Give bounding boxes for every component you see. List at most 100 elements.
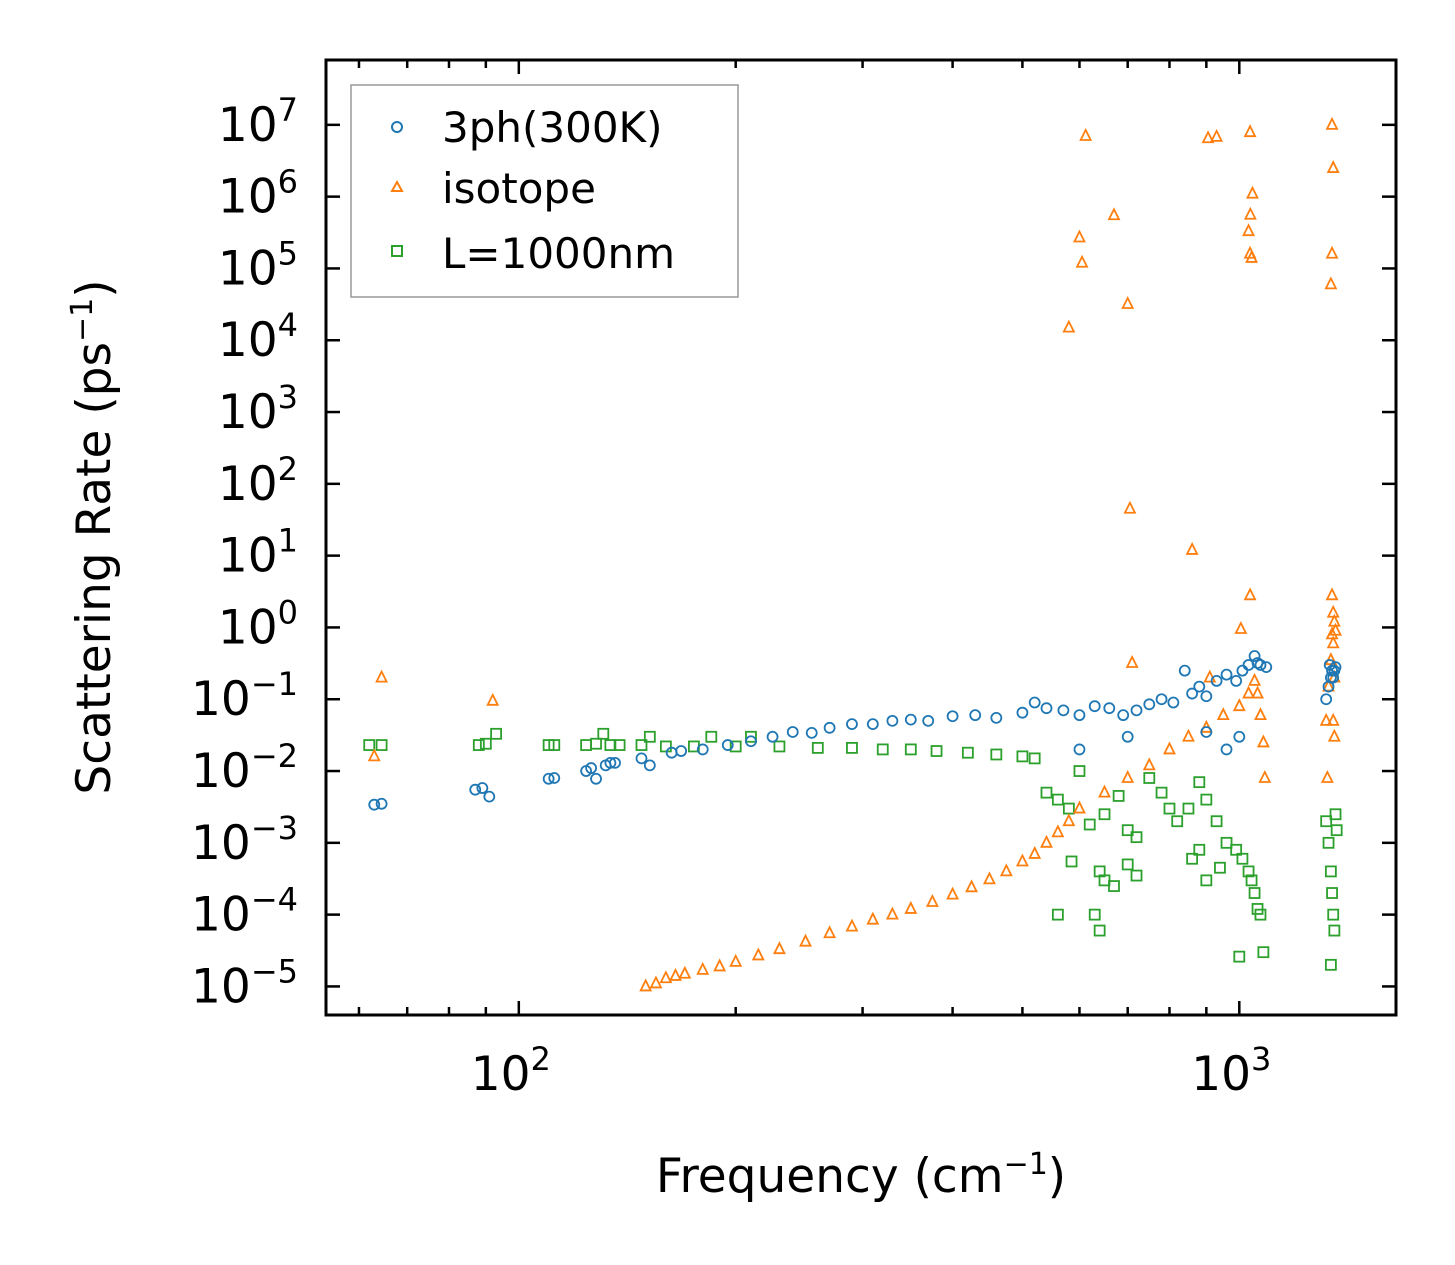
point-boundary	[1083, 818, 1096, 831]
point-boundary	[1200, 793, 1213, 806]
legend-label-isotope: isotope	[442, 164, 596, 213]
point-3ph	[696, 743, 709, 756]
point-isotope	[1040, 834, 1053, 848]
point-isotope	[1326, 635, 1340, 649]
legend-label-3ph: 3ph(300K)	[442, 103, 662, 152]
point-3ph	[1130, 704, 1143, 717]
point-boundary	[1051, 908, 1064, 921]
x-axis-title: Frequency (cm−1)	[656, 1147, 1066, 1204]
point-boundary	[490, 727, 503, 740]
point-isotope	[1242, 685, 1256, 699]
point-isotope	[946, 886, 960, 900]
point-3ph	[886, 714, 899, 727]
point-isotope	[639, 978, 653, 992]
point-isotope	[925, 893, 939, 907]
point-3ph	[786, 726, 799, 738]
point-3ph	[1040, 702, 1053, 715]
point-boundary	[590, 737, 602, 750]
point-3ph	[609, 756, 621, 769]
point-isotope	[1251, 685, 1264, 699]
point-isotope	[649, 975, 663, 989]
y-tick-label: 102	[218, 450, 298, 512]
point-3ph	[805, 726, 818, 739]
point-isotope	[1079, 127, 1093, 141]
y-axis-title: Scattering Rate (ps−1)	[65, 279, 122, 794]
point-isotope	[1163, 741, 1176, 755]
point-boundary	[1182, 802, 1195, 815]
point-isotope	[1107, 207, 1121, 221]
point-boundary	[643, 730, 656, 743]
point-boundary	[1230, 843, 1243, 856]
point-isotope	[1326, 604, 1340, 618]
point-boundary	[1245, 874, 1258, 887]
point-3ph	[1200, 726, 1213, 738]
point-boundary	[659, 740, 672, 753]
point-boundary	[548, 739, 561, 751]
point-boundary	[1324, 865, 1337, 878]
point-boundary	[1210, 815, 1223, 828]
point-3ph	[1254, 659, 1267, 671]
legend-marker-circle	[391, 121, 403, 133]
point-3ph	[1220, 743, 1233, 756]
point-isotope	[1324, 276, 1338, 290]
point-3ph	[1236, 664, 1249, 677]
point-boundary	[1093, 924, 1106, 937]
point-isotope	[1254, 707, 1267, 721]
y-tick-label: 107	[218, 91, 298, 153]
point-3ph	[1178, 664, 1191, 677]
point-boundary	[479, 737, 492, 750]
point-3ph	[1057, 704, 1070, 717]
point-3ph	[585, 762, 598, 774]
point-3ph	[990, 711, 1003, 724]
y-tick-label: 10−1	[191, 665, 298, 727]
point-3ph	[823, 721, 836, 734]
point-3ph	[590, 772, 602, 785]
point-boundary	[1112, 790, 1125, 802]
x-tick-labels: 102 103	[471, 1040, 1272, 1102]
point-boundary	[1088, 908, 1101, 921]
point-boundary	[375, 739, 388, 751]
point-isotope	[1125, 654, 1139, 668]
point-isotope	[866, 911, 880, 925]
point-isotope	[1243, 587, 1257, 601]
legend-label-l1000nm: L=1000nm	[442, 229, 675, 278]
point-3ph	[1167, 696, 1180, 709]
point-isotope	[1185, 541, 1199, 555]
point-boundary	[1330, 824, 1343, 837]
point-isotope	[1121, 769, 1135, 783]
point-isotope	[367, 748, 381, 762]
point-isotope	[1248, 672, 1262, 686]
y-tick-label: 101	[218, 522, 298, 584]
point-3ph	[368, 798, 381, 811]
point-3ph	[643, 759, 656, 772]
point-boundary	[1220, 836, 1233, 849]
series-square	[363, 727, 1343, 971]
point-boundary	[1322, 836, 1335, 849]
y-tick-label: 106	[218, 163, 298, 225]
point-isotope	[1325, 587, 1339, 601]
point-3ph	[1155, 693, 1168, 706]
point-3ph	[1260, 661, 1273, 674]
point-3ph	[866, 718, 879, 731]
point-isotope	[1329, 622, 1342, 636]
point-isotope	[1234, 621, 1248, 634]
point-isotope	[823, 925, 837, 939]
point-isotope	[1015, 853, 1029, 867]
point-boundary	[1254, 908, 1267, 921]
point-isotope	[1245, 249, 1259, 263]
legend-item-isotope: isotope	[390, 164, 596, 213]
point-boundary	[1186, 852, 1199, 865]
point-3ph	[1117, 709, 1130, 722]
y-tick-labels: 107 106 105 104 103 102 101 100 10−1 10−2 10−3 10−4…	[191, 91, 298, 1015]
point-boundary	[1329, 808, 1342, 821]
point-boundary	[1326, 887, 1338, 899]
point-3ph	[1320, 693, 1333, 706]
x-tick-label: 103	[1191, 1040, 1271, 1102]
point-3ph	[721, 739, 734, 751]
point-boundary	[597, 727, 610, 740]
point-isotope	[659, 970, 673, 984]
point-boundary	[876, 743, 889, 756]
point-3ph	[1186, 687, 1199, 700]
point-isotope	[1062, 813, 1076, 827]
